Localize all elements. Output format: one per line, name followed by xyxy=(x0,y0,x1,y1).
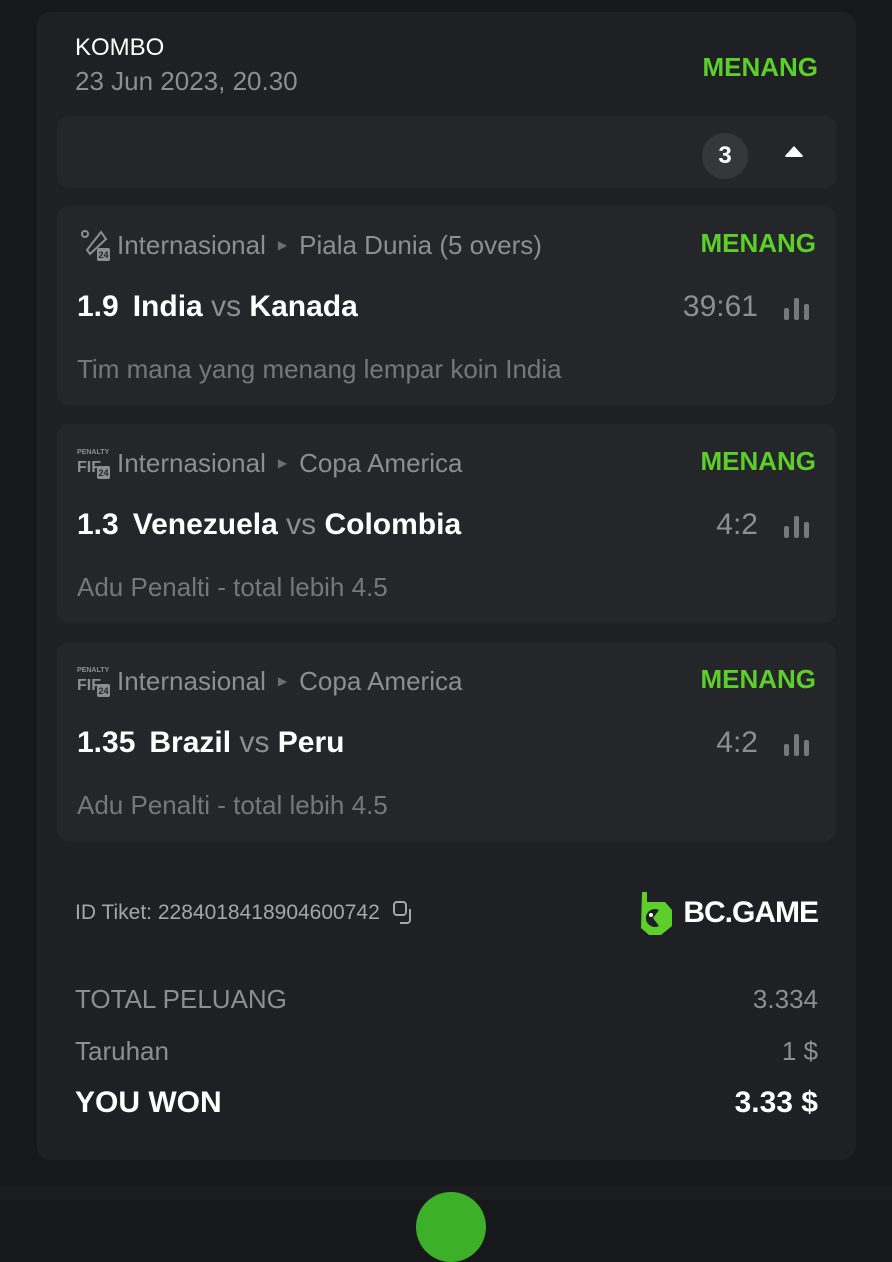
ticket-id-text: ID Tiket: 2284018418904600742 xyxy=(75,901,380,924)
stats-icon[interactable] xyxy=(784,298,810,320)
away-team: Kanada xyxy=(249,290,358,323)
vs-label: vs xyxy=(286,508,317,541)
total-odds-row: TOTAL PELUANG 3.334 xyxy=(75,984,818,1015)
total-odds-value: 3.334 xyxy=(752,984,818,1014)
chevron-right-icon: ▶ xyxy=(277,238,288,252)
match-teams: 1.9 India vs Kanada xyxy=(77,290,358,324)
match-score: 39:61 xyxy=(682,290,758,323)
match-teams: 1.3 Venezuela vs Colombia xyxy=(77,508,461,542)
leg-status: MENANG xyxy=(700,664,816,694)
svg-text:24: 24 xyxy=(98,250,108,260)
vs-label: vs xyxy=(211,290,242,323)
svg-text:24: 24 xyxy=(98,686,108,696)
cricket-24-icon: 24 xyxy=(81,230,110,261)
brand-name: BC.GAME xyxy=(683,896,819,929)
league-path: PENALTY FIF 24 Internasional ▶ Copa America xyxy=(77,446,462,480)
bet-status: MENANG xyxy=(702,52,818,82)
league-name: Copa America xyxy=(299,665,463,696)
match-teams: 1.35 Brazil vs Peru xyxy=(77,726,344,760)
home-team: Venezuela xyxy=(132,508,278,541)
svg-text:24: 24 xyxy=(98,468,108,478)
svg-text:PENALTY: PENALTY xyxy=(77,449,109,456)
ticket-id: ID Tiket: 2284018418904600742 xyxy=(75,900,416,926)
league-path: 24 Internasional ▶ Piala Dunia (5 overs) xyxy=(77,228,542,262)
away-team: Peru xyxy=(277,726,345,759)
bet-slip-card: KOMBO 23 Jun 2023, 20.30 MENANG 3 24 Inte… xyxy=(37,12,856,1160)
bet-leg[interactable]: PENALTY FIF 24 Internasional ▶ Copa America M… xyxy=(57,642,836,841)
legs-count-badge: 3 xyxy=(702,133,748,179)
legs-toggle-bar[interactable]: 3 xyxy=(57,116,836,188)
vs-label: vs xyxy=(239,726,270,759)
away-team: Colombia xyxy=(324,508,462,541)
bc-game-logo-icon xyxy=(641,892,673,935)
bc-game-logo: BC.GAME xyxy=(639,890,819,936)
match-score: 4:2 xyxy=(716,508,758,541)
total-odds-label: TOTAL PELUANG xyxy=(75,984,287,1014)
stake-label: Taruhan xyxy=(75,1036,169,1066)
won-label: YOU WON xyxy=(75,1086,222,1119)
home-team: India xyxy=(132,290,203,323)
league-path: PENALTY FIF 24 Internasional ▶ Copa America xyxy=(77,664,462,698)
svg-text:FIF: FIF xyxy=(77,677,101,694)
stake-row: Taruhan 1 $ xyxy=(75,1036,818,1067)
home-team: Brazil xyxy=(149,726,232,759)
svg-text:PENALTY: PENALTY xyxy=(77,667,109,674)
stats-icon[interactable] xyxy=(784,516,810,538)
copy-icon[interactable] xyxy=(392,900,416,926)
category: Internasional xyxy=(117,229,266,260)
bet-date: 23 Jun 2023, 20.30 xyxy=(75,66,298,96)
match-score: 4:2 xyxy=(716,726,758,759)
leg-status: MENANG xyxy=(700,446,816,476)
market-selection: Tim mana yang menang lempar koin India xyxy=(77,354,562,384)
leg-odds: 1.9 xyxy=(77,290,119,323)
category: Internasional xyxy=(117,665,266,696)
leg-odds: 1.3 xyxy=(77,508,119,541)
stake-value: 1 $ xyxy=(781,1036,818,1066)
stats-icon[interactable] xyxy=(784,734,810,756)
won-value: 3.33 $ xyxy=(734,1086,818,1119)
bet-leg[interactable]: 24 Internasional ▶ Piala Dunia (5 overs) ME… xyxy=(57,206,836,405)
leg-status: MENANG xyxy=(700,228,816,258)
category: Internasional xyxy=(117,447,266,478)
market-selection: Adu Penalti - total lebih 4.5 xyxy=(77,572,388,602)
league-name: Copa America xyxy=(299,447,463,478)
league-name: Piala Dunia (5 overs) xyxy=(299,229,542,260)
won-row: YOU WON 3.33 $ xyxy=(75,1086,818,1120)
market-selection: Adu Penalti - total lebih 4.5 xyxy=(77,790,388,820)
bet-type: KOMBO xyxy=(75,34,165,61)
leg-odds: 1.35 xyxy=(77,726,136,759)
action-button[interactable] xyxy=(416,1192,486,1262)
chevron-right-icon: ▶ xyxy=(277,674,288,688)
svg-text:FIF: FIF xyxy=(77,459,101,476)
caret-up-icon[interactable] xyxy=(784,146,804,157)
chevron-right-icon: ▶ xyxy=(277,456,288,470)
bet-leg[interactable]: PENALTY FIF 24 Internasional ▶ Copa America M… xyxy=(57,424,836,623)
